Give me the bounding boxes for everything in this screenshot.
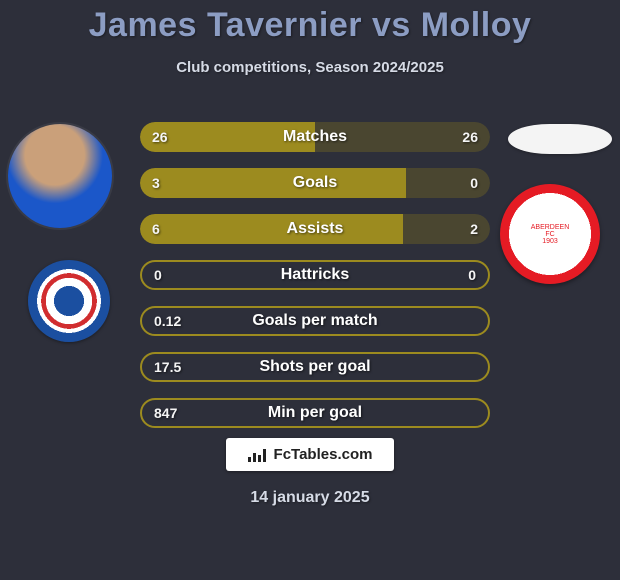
stat-value-right: 26 [462,122,478,152]
stat-row: Matches26 26 [140,122,490,152]
stat-row: Hattricks0 0 [140,260,490,290]
source-logo-text: FcTables.com [274,446,373,463]
club-crest-left-icon [28,260,110,342]
footer: FcTables.com 14 january 2025 [0,438,620,507]
club-crest-right-icon: ABERDEENFC1903 [500,184,600,284]
date-label: 14 january 2025 [0,489,620,507]
stat-value-right: 0 [468,262,476,288]
stat-label: Matches [140,122,490,152]
stat-value-left: 17.5 [154,354,181,380]
stat-row: Goals per match0.12 [140,306,490,336]
stat-label: Hattricks [142,262,488,288]
barchart-icon [248,448,268,462]
stat-label: Assists [140,214,490,244]
stat-value-left: 26 [152,122,168,152]
comparison-card: James Tavernier vs Molloy Club competiti… [0,0,620,580]
player-left-avatar [8,124,112,228]
stat-value-left: 3 [152,168,160,198]
stat-label: Goals [140,168,490,198]
stat-value-left: 0.12 [154,308,181,334]
stat-value-left: 6 [152,214,160,244]
stat-row: Assists6 2 [140,214,490,244]
crest-right-text: ABERDEENFC1903 [531,224,570,245]
page-title: James Tavernier vs Molloy [0,6,620,45]
stat-value-right: 2 [470,214,478,244]
stat-row: Shots per goal17.5 [140,352,490,382]
stat-value-right: 0 [470,168,478,198]
stat-label: Goals per match [142,308,488,334]
stat-row: Goals3 0 [140,168,490,198]
source-logo: FcTables.com [226,438,395,471]
subtitle: Club competitions, Season 2024/2025 [0,59,620,76]
player-right-avatar [508,124,612,154]
stat-label: Shots per goal [142,354,488,380]
stat-row: Min per goal847 [140,398,490,428]
stat-value-left: 847 [154,400,177,426]
stat-list: Matches2626Goals30Assists62Hattricks00Go… [140,122,490,444]
stat-label: Min per goal [142,400,488,426]
stat-value-left: 0 [154,262,162,288]
